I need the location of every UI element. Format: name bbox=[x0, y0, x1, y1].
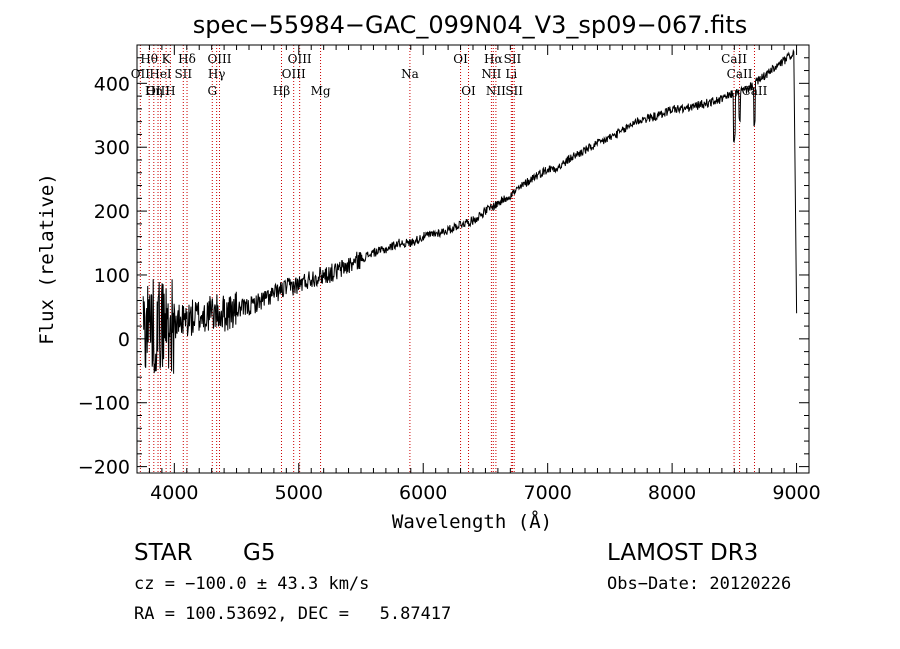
y-tick-label: 0 bbox=[118, 329, 130, 351]
spectral-line-label: SII bbox=[174, 67, 192, 81]
spectral-line-label: Mg bbox=[311, 84, 331, 98]
x-tick-label: 5000 bbox=[275, 482, 323, 504]
y-tick-label: −200 bbox=[78, 457, 130, 479]
redshift-velocity: cz = −100.0 ± 43.3 km/s bbox=[134, 574, 370, 594]
spectral-line-label: OII bbox=[131, 67, 151, 81]
spectral-line-label: OIII bbox=[207, 52, 231, 66]
spectral-line-label: OI bbox=[453, 52, 468, 66]
y-tick-label: 200 bbox=[94, 201, 130, 223]
axis-ticks bbox=[137, 45, 810, 473]
spectral-line-label: G bbox=[207, 84, 217, 98]
observation-date: Obs−Date: 20120226 bbox=[607, 574, 792, 594]
spectral-line-label: CaII bbox=[727, 67, 753, 81]
survey-name: LAMOST DR3 bbox=[607, 540, 759, 566]
y-tick-label: 300 bbox=[94, 137, 130, 159]
y-tick-label: 400 bbox=[94, 73, 130, 95]
y-tick-label: 100 bbox=[94, 265, 130, 287]
spectral-line-label: OI bbox=[461, 84, 476, 98]
spectral-line-label: CaII bbox=[721, 52, 747, 66]
x-tick-label: 4000 bbox=[150, 482, 198, 504]
spectral-line-label: K bbox=[162, 52, 172, 66]
x-tick-label: 6000 bbox=[399, 482, 447, 504]
object-subclass: G5 bbox=[243, 540, 276, 566]
x-axis-label: Wavelength (Å) bbox=[392, 510, 552, 533]
spectral-line-label: OIII bbox=[146, 84, 170, 98]
spectral-line-label: SII bbox=[504, 52, 522, 66]
spectral-line-label: Hα bbox=[484, 52, 503, 66]
chart-title: spec−55984−GAC_099N04_V3_sp09−067.fits bbox=[193, 11, 747, 39]
spectrum-line bbox=[142, 48, 798, 374]
spectral-line-label: Li bbox=[505, 67, 517, 81]
spectral-line-label: Hθ bbox=[140, 52, 158, 66]
coordinates: RA = 100.53692, DEC = 5.87417 bbox=[134, 604, 452, 624]
spectral-line-label: Hγ bbox=[208, 67, 226, 81]
spectral-line-label: Hη bbox=[145, 84, 163, 98]
spectral-line-label: Na bbox=[401, 67, 419, 81]
spectral-line-label: NII bbox=[486, 84, 506, 98]
spectral-line-label: Hδ bbox=[178, 52, 196, 66]
plot-frame bbox=[136, 44, 810, 474]
x-tick-label: 8000 bbox=[648, 482, 696, 504]
spectral-line-label: OIII bbox=[282, 67, 306, 81]
y-tick-label: −100 bbox=[78, 393, 130, 415]
spectral-line-label: SII bbox=[505, 84, 523, 98]
spectral-line-label: CaII bbox=[742, 84, 768, 98]
object-class: STAR bbox=[134, 540, 193, 566]
spectral-line-label: OIII bbox=[288, 52, 312, 66]
spectral-line-label: Hβ bbox=[273, 84, 290, 98]
y-axis-label: Flux (relative) bbox=[36, 173, 58, 345]
x-tick-label: 9000 bbox=[772, 482, 820, 504]
spectral-line-markers bbox=[139, 45, 755, 473]
x-tick-label: 7000 bbox=[523, 482, 571, 504]
spectral-line-label: NII bbox=[481, 67, 501, 81]
spectral-line-label: H bbox=[165, 84, 175, 98]
spectral-line-label: HeI bbox=[149, 67, 172, 81]
axis-tick-labels: 4000 5000 6000 7000 8000 9000 −200 −100 0 100 200 3… bbox=[78, 73, 821, 504]
